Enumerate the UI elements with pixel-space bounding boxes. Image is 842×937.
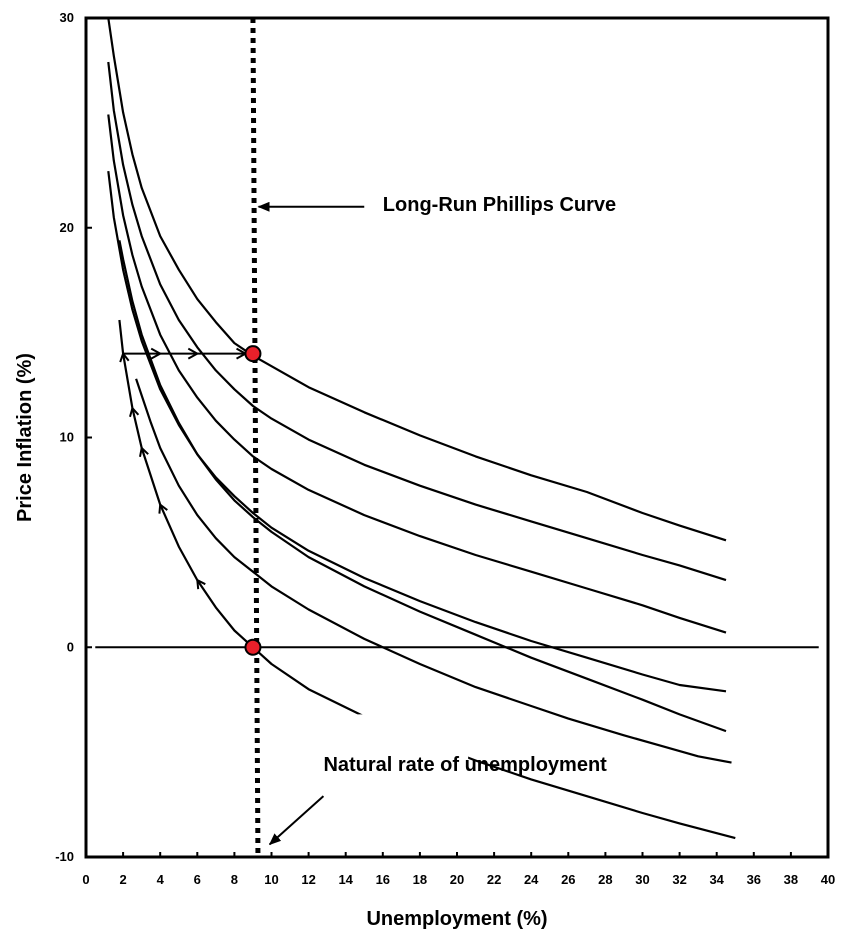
phillips-curve-7 (118, 319, 736, 840)
x-tick-label: 10 (264, 872, 278, 887)
label-gap (312, 714, 469, 763)
phillips-curve-2 (107, 61, 727, 582)
x-tick-label: 30 (635, 872, 649, 887)
x-axis-label: Unemployment (%) (366, 908, 547, 930)
x-tick-label: 4 (157, 872, 165, 887)
tick-labels: 0 2 4 6 8 10 12 14 16 18 20 22 24 26 28 30 32 34 36 38 40-10… (55, 10, 835, 887)
x-tick-label: 24 (524, 872, 539, 887)
y-tick-label: 20 (60, 220, 74, 235)
x-tick-label: 8 (231, 872, 238, 887)
lrpc-annotation: Long-Run Phillips Curve (383, 194, 616, 216)
y-tick-label: 0 (67, 639, 74, 654)
equilibrium-point (244, 638, 262, 656)
curve-arrow (196, 578, 206, 590)
x-tick-label: 2 (119, 872, 126, 887)
natural-rate-annotation: Natural rate of unemployment (323, 754, 607, 776)
x-tick-label: 14 (338, 872, 353, 887)
x-tick-label: 20 (450, 872, 464, 887)
x-tick-label: 22 (487, 872, 501, 887)
x-tick-label: 12 (301, 872, 315, 887)
annotation-arrow (268, 795, 325, 846)
path-arrow (187, 347, 200, 360)
phillips-curve-3 (107, 114, 727, 634)
x-tick-label: 16 (376, 872, 390, 887)
annotations: Long-Run Phillips Curve Natural rate of u… (257, 194, 616, 846)
y-axis-label: Price Inflation (%) (14, 353, 36, 522)
curve-arrow (158, 502, 168, 514)
plot-area (84, 16, 830, 859)
x-tick-label: 32 (672, 872, 686, 887)
x-tick-label: 18 (413, 872, 427, 887)
x-tick-label: 26 (561, 872, 575, 887)
curve-arrow (129, 406, 140, 418)
y-tick-label: -10 (55, 849, 74, 864)
y-tick-label: 10 (60, 430, 74, 445)
phillips-curve-6 (135, 378, 732, 764)
phillips-curve-1 (107, 17, 727, 542)
curve-arrow (119, 351, 130, 363)
x-tick-label: 34 (709, 872, 724, 887)
x-tick-label: 36 (747, 872, 761, 887)
equilibrium-point (244, 345, 262, 363)
y-tick-label: 30 (60, 10, 74, 25)
long-run-phillips-curve (250, 17, 261, 858)
phillips-curve-5 (118, 240, 727, 733)
curve-arrow (139, 446, 149, 457)
phillips-curve-4 (107, 170, 727, 693)
path-arrow (150, 347, 163, 360)
x-tick-label: 38 (784, 872, 798, 887)
x-tick-label: 0 (82, 872, 89, 887)
x-tick-label: 6 (194, 872, 201, 887)
x-tick-label: 28 (598, 872, 612, 887)
x-tick-label: 40 (821, 872, 835, 887)
